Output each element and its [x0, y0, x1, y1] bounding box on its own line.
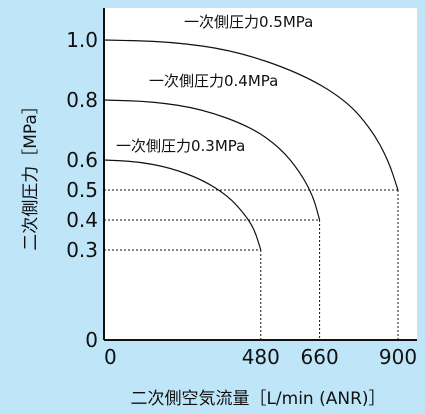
y-tick-labels: 0 0.3 0.4 0.5 0.6 0.8 1.0: [66, 28, 98, 352]
plot-area: [104, 8, 417, 340]
x-tick-labels: 0 480 660 900: [104, 345, 417, 369]
y-tick-label-0: 0: [85, 328, 98, 352]
curve-group: [103, 39, 399, 251]
y-tick-label-2: 0.4: [66, 208, 98, 232]
x-tick-label-2: 660: [301, 345, 339, 369]
y-tick-label-3: 0.5: [66, 178, 98, 202]
curve-label-0-4: 一次側圧力0.4MPa: [149, 72, 278, 90]
y-axis-title: 二次側圧力［MPa］: [21, 97, 41, 251]
y-tick-label-6: 1.0: [66, 28, 98, 52]
x-tick-label-3: 900: [379, 345, 417, 369]
x-axis-title: 二次側空気流量［L/min (ANR)］: [130, 389, 385, 409]
series-line-0: [103, 159, 262, 251]
dotted-reference-lines: [104, 189, 399, 340]
y-tick-label-1: 0.3: [66, 238, 98, 262]
x-tick-label-1: 480: [242, 345, 280, 369]
curve-label-0-5: 一次側圧力0.5MPa: [184, 13, 313, 31]
y-tick-label-5: 0.8: [66, 88, 98, 112]
series-line-2: [103, 39, 399, 191]
curve-label-0-3: 一次側圧力0.3MPa: [116, 137, 245, 155]
x-tick-label-0: 0: [104, 345, 117, 369]
y-tick-label-4: 0.6: [66, 148, 98, 172]
series-line-1: [103, 99, 321, 221]
